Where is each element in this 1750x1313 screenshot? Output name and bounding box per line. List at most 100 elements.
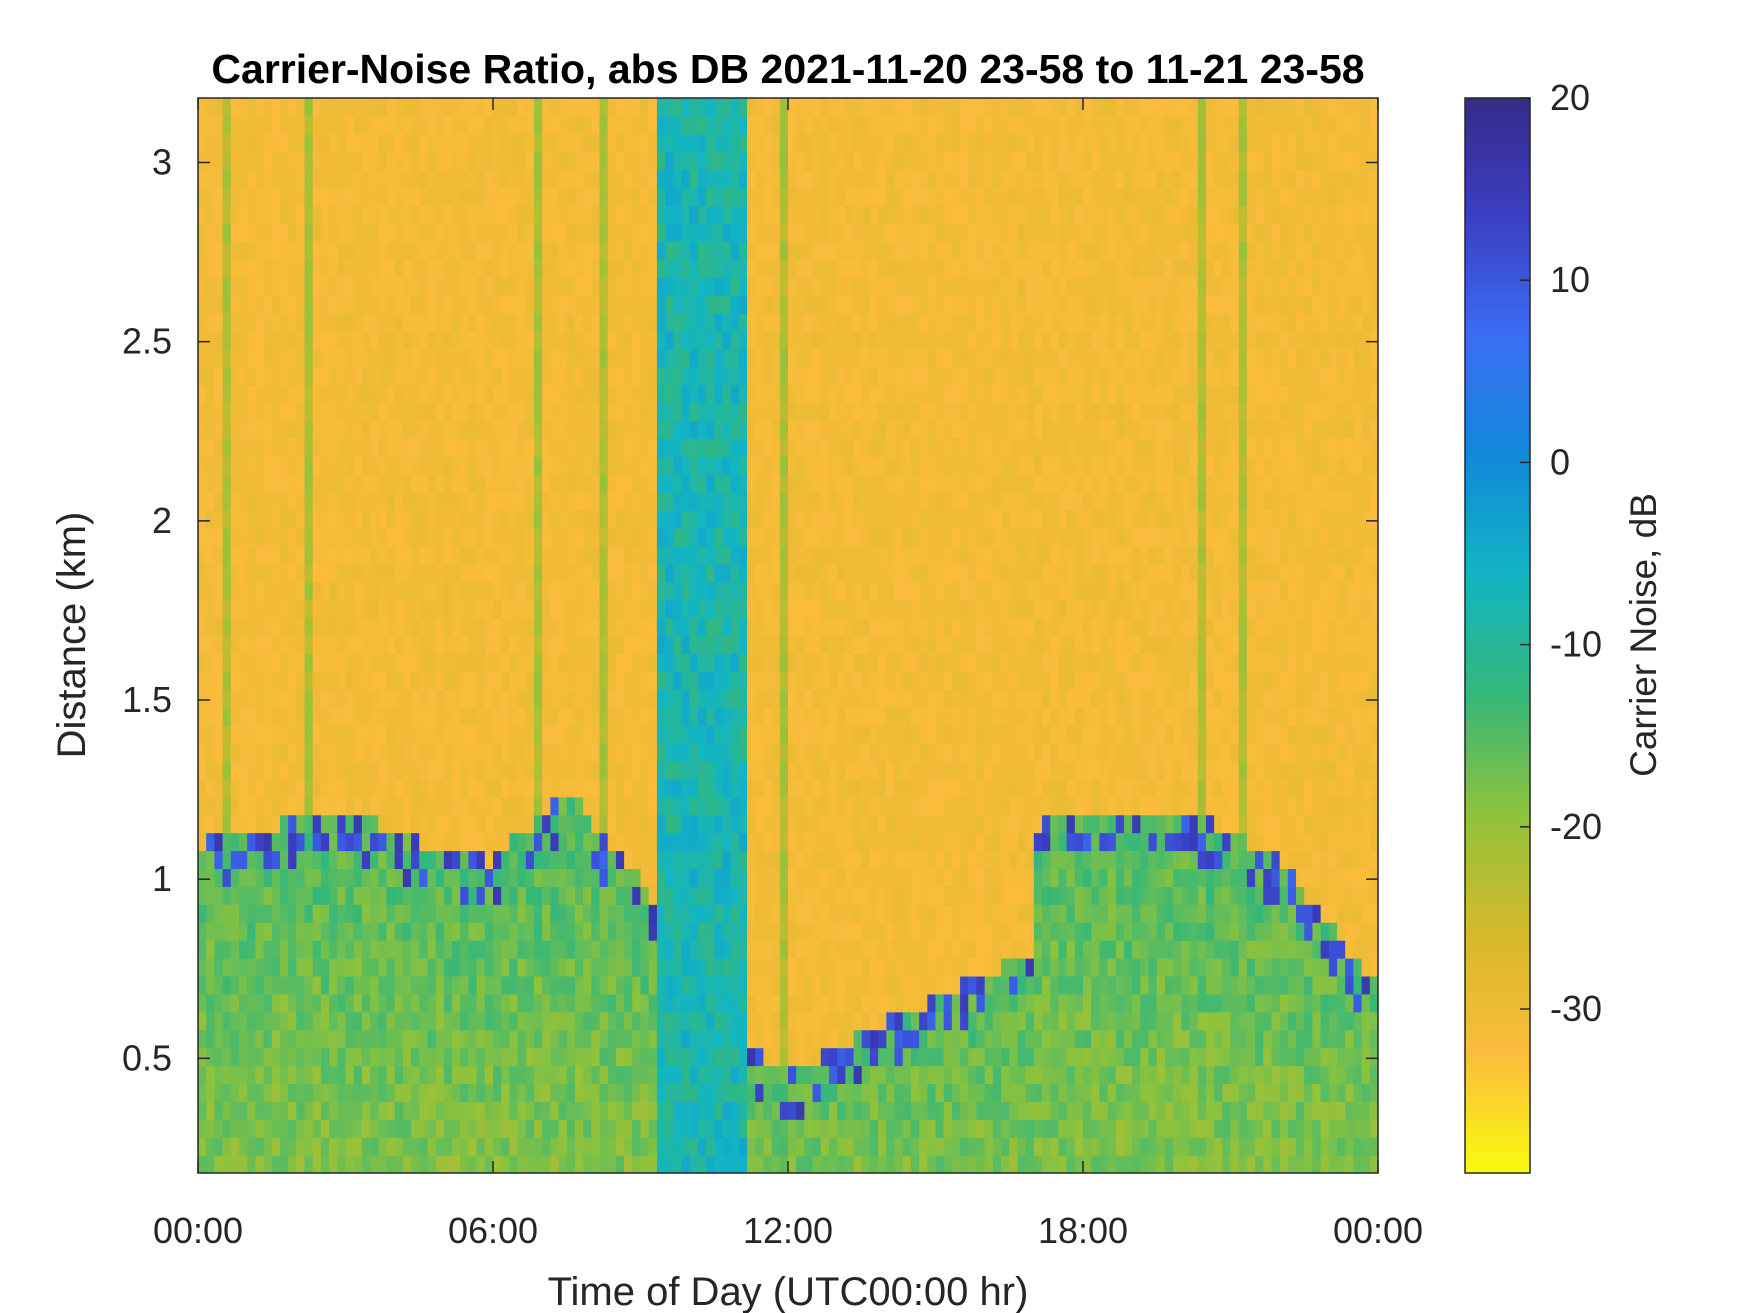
- heatmap-cell: [550, 653, 560, 672]
- heatmap-cell: [378, 545, 388, 565]
- heatmap-cell: [689, 1065, 699, 1085]
- heatmap-cell: [574, 725, 584, 744]
- heatmap-cell: [771, 277, 781, 296]
- heatmap-cell: [861, 402, 871, 422]
- heatmap-cell: [337, 313, 347, 332]
- heatmap-cell: [788, 993, 797, 1013]
- heatmap-cell: [320, 1137, 330, 1156]
- heatmap-cell: [804, 993, 814, 1013]
- heatmap-cell: [484, 313, 494, 332]
- heatmap-cell: [271, 474, 281, 493]
- heatmap-cell: [779, 832, 789, 852]
- heatmap-cell: [345, 993, 355, 1013]
- heatmap-cell: [796, 510, 805, 529]
- heatmap-cell: [484, 420, 494, 440]
- heatmap-cell: [329, 707, 338, 726]
- heatmap-cell: [394, 922, 404, 941]
- heatmap-cell: [419, 348, 429, 368]
- heatmap-cell: [247, 1047, 256, 1067]
- heatmap-cell: [353, 348, 363, 368]
- heatmap-cell: [763, 725, 773, 744]
- heatmap-cell: [845, 868, 855, 887]
- heatmap-cell: [730, 725, 740, 744]
- heatmap-cell: [320, 169, 330, 189]
- heatmap-cell: [599, 223, 609, 242]
- heatmap-cell: [394, 98, 404, 117]
- heatmap-cell: [345, 259, 355, 278]
- heatmap-cell: [443, 313, 453, 332]
- heatmap-cell: [681, 689, 691, 708]
- heatmap-cell: [779, 1137, 789, 1156]
- heatmap-cell: [599, 528, 609, 547]
- heatmap-cell: [624, 241, 633, 260]
- heatmap-cell: [247, 330, 256, 350]
- heatmap-cell: [796, 545, 805, 565]
- heatmap-cell: [583, 241, 592, 260]
- heatmap-cell: [738, 814, 748, 834]
- heatmap-cell: [738, 366, 748, 386]
- heatmap-cell: [271, 832, 281, 852]
- heatmap-cell: [640, 760, 650, 780]
- heatmap-cell: [402, 1119, 412, 1138]
- heatmap-cell: [845, 1119, 855, 1138]
- heatmap-cell: [435, 474, 445, 493]
- heatmap-cell: [747, 922, 756, 941]
- heatmap-cell: [788, 438, 797, 457]
- heatmap-cell: [361, 1011, 371, 1031]
- heatmap-cell: [673, 725, 683, 744]
- heatmap-cell: [656, 1083, 666, 1102]
- heatmap-cell: [427, 958, 437, 977]
- heatmap-cell: [263, 1119, 273, 1138]
- heatmap-cell: [198, 635, 207, 655]
- heatmap-cell: [452, 617, 461, 637]
- heatmap-cell: [804, 438, 814, 457]
- heatmap-cell: [435, 581, 445, 601]
- heatmap-cell: [648, 1029, 658, 1049]
- heatmap-cell: [271, 115, 281, 135]
- heatmap-cell: [394, 474, 404, 493]
- heatmap-cell: [386, 277, 396, 296]
- heatmap-cell: [353, 922, 363, 941]
- heatmap-cell: [542, 151, 551, 171]
- heatmap-cell: [509, 868, 519, 887]
- heatmap-cell: [681, 1083, 691, 1102]
- heatmap-cell: [566, 1011, 576, 1031]
- heatmap-cell: [525, 725, 535, 744]
- heatmap-cell: [378, 1137, 388, 1156]
- heatmap-cell: [763, 259, 773, 278]
- heatmap-cell: [419, 958, 429, 977]
- heatmap-cell: [615, 492, 625, 511]
- heatmap-cell: [861, 814, 871, 834]
- heatmap-cell: [583, 707, 592, 726]
- heatmap-cell: [796, 1011, 805, 1031]
- heatmap-cell: [771, 474, 781, 493]
- heatmap-cell: [771, 904, 781, 923]
- heatmap-cell: [345, 814, 355, 834]
- heatmap-cell: [747, 402, 756, 422]
- heatmap-cell: [435, 1047, 445, 1067]
- heatmap-cell: [706, 1101, 715, 1120]
- heatmap-cell: [706, 850, 715, 870]
- heatmap-cell: [820, 778, 830, 798]
- heatmap-cell: [722, 545, 732, 565]
- heatmap-cell: [861, 1065, 871, 1085]
- heatmap-cell: [558, 223, 568, 242]
- heatmap-cell: [804, 223, 814, 242]
- heatmap-cell: [263, 1047, 273, 1067]
- heatmap-cell: [337, 1065, 347, 1085]
- heatmap-cell: [493, 456, 502, 475]
- heatmap-cell: [411, 277, 420, 296]
- heatmap-cell: [648, 510, 658, 529]
- heatmap-cell: [558, 886, 568, 905]
- heatmap-cell: [607, 241, 617, 260]
- heatmap-cell: [214, 1065, 224, 1085]
- heatmap-cell: [804, 671, 814, 690]
- heatmap-cell: [697, 295, 707, 314]
- heatmap-cell: [763, 474, 773, 493]
- heatmap-cell: [468, 886, 478, 905]
- heatmap-cell: [517, 259, 527, 278]
- heatmap-cell: [796, 330, 805, 350]
- heatmap-cell: [837, 1101, 846, 1120]
- heatmap-cell: [714, 1119, 724, 1138]
- heatmap-cell: [222, 133, 232, 153]
